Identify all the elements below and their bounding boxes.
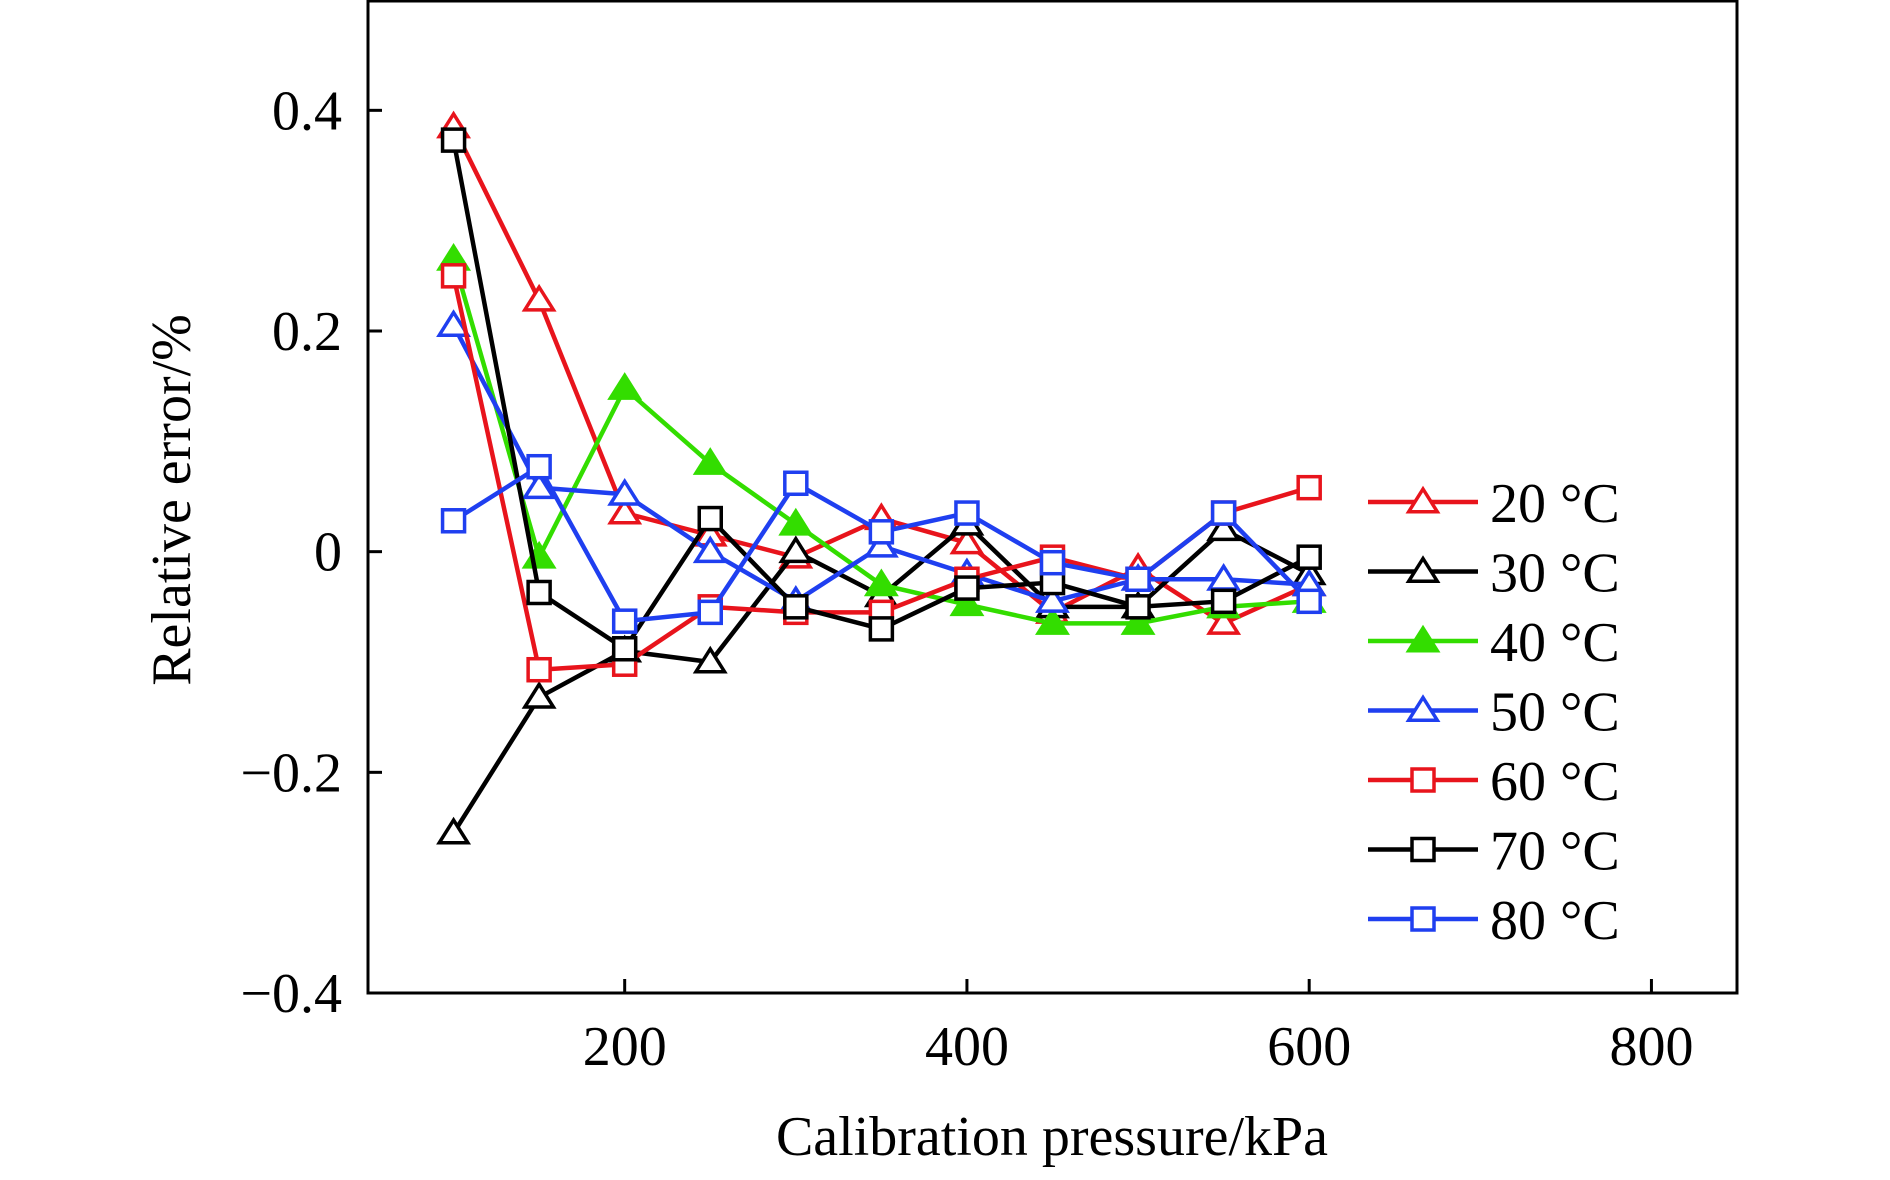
series-line bbox=[451, 324, 1310, 604]
data-point bbox=[1210, 588, 1237, 615]
legend-label: 40 °C bbox=[1490, 612, 1620, 674]
y-tick-label: −0.4 bbox=[240, 963, 342, 1025]
data-point bbox=[692, 645, 728, 674]
series-70c bbox=[440, 127, 1322, 662]
y-tick-label: 0.2 bbox=[272, 301, 342, 363]
data-point bbox=[863, 568, 899, 597]
data-point bbox=[1296, 544, 1322, 570]
data-point bbox=[611, 608, 638, 634]
legend-label: 20 °C bbox=[1490, 473, 1620, 535]
data-point bbox=[1296, 588, 1322, 615]
data-point bbox=[697, 599, 723, 626]
data-point bbox=[692, 447, 728, 475]
data-point bbox=[778, 535, 814, 564]
legend-item: 20 °C bbox=[1368, 473, 1620, 535]
legend-marker bbox=[1405, 555, 1441, 583]
data-point bbox=[1120, 607, 1156, 635]
legend-marker bbox=[1410, 906, 1436, 932]
data-point bbox=[607, 478, 643, 506]
data-point bbox=[783, 594, 809, 620]
data-point bbox=[521, 681, 557, 709]
y-tick-label: 0.4 bbox=[272, 80, 342, 142]
legend: 20 °C 30 °C 40 °C 50 °C 60 °C 70 °C 80 °C bbox=[1368, 473, 1620, 952]
data-point bbox=[949, 588, 985, 617]
data-point bbox=[1125, 594, 1151, 620]
data-point bbox=[440, 127, 467, 153]
x-tick-label: 200 bbox=[583, 1016, 667, 1078]
series-group bbox=[436, 110, 1327, 845]
data-point bbox=[692, 535, 728, 564]
plot-frame bbox=[366, 0, 1739, 995]
data-point bbox=[436, 309, 472, 337]
data-point bbox=[1039, 549, 1066, 576]
data-point bbox=[1210, 500, 1237, 526]
data-point bbox=[611, 636, 638, 662]
data-point bbox=[1206, 607, 1242, 635]
legend-item: 30 °C bbox=[1368, 543, 1620, 605]
data-point bbox=[1125, 566, 1151, 592]
legend-item: 40 °C bbox=[1368, 612, 1620, 674]
series-50c bbox=[436, 309, 1327, 613]
legend-marker bbox=[1410, 836, 1436, 863]
data-point bbox=[440, 263, 467, 289]
legend-marker bbox=[1410, 767, 1436, 793]
legend-item: 50 °C bbox=[1368, 682, 1620, 744]
legend-item: 80 °C bbox=[1368, 890, 1620, 952]
axes: −0.4 −0.2 0 0.2 0.4 200 400 600 800 bbox=[240, 0, 1739, 1078]
legend-marker bbox=[1405, 485, 1441, 514]
data-point bbox=[521, 283, 557, 312]
data-point bbox=[778, 507, 814, 536]
legend-label: 60 °C bbox=[1490, 751, 1620, 813]
legend-label: 30 °C bbox=[1490, 543, 1620, 605]
data-point bbox=[521, 471, 557, 500]
x-tick-label: 600 bbox=[1267, 1016, 1351, 1078]
series-40c bbox=[436, 242, 1327, 635]
data-point bbox=[440, 508, 467, 534]
legend-marker bbox=[1405, 694, 1441, 722]
legend-label: 70 °C bbox=[1490, 821, 1620, 883]
legend-marker bbox=[1405, 624, 1441, 653]
data-point bbox=[526, 579, 552, 606]
data-point bbox=[436, 816, 472, 845]
data-point bbox=[868, 519, 895, 545]
data-point bbox=[607, 496, 643, 525]
data-point bbox=[954, 500, 980, 526]
y-axis-label: Relative error/% bbox=[141, 314, 203, 686]
x-tick-label: 400 bbox=[925, 1016, 1009, 1078]
data-point bbox=[783, 470, 809, 497]
data-point bbox=[949, 526, 985, 555]
legend-item: 70 °C bbox=[1368, 821, 1620, 883]
data-point bbox=[526, 453, 552, 480]
y-tick-label: 0 bbox=[314, 522, 342, 584]
data-point bbox=[1206, 513, 1242, 542]
x-tick-label: 800 bbox=[1609, 1016, 1693, 1078]
series-80c bbox=[440, 453, 1322, 634]
legend-label: 80 °C bbox=[1490, 890, 1620, 952]
y-tick-label: −0.2 bbox=[240, 742, 342, 804]
data-point bbox=[954, 575, 980, 601]
data-point bbox=[1296, 474, 1322, 501]
data-point bbox=[526, 656, 552, 683]
series-30c bbox=[436, 507, 1327, 845]
x-axis-label: Calibration pressure/kPa bbox=[776, 1106, 1328, 1168]
data-point bbox=[1035, 585, 1070, 613]
legend-item: 60 °C bbox=[1368, 751, 1620, 813]
data-point bbox=[1035, 607, 1070, 635]
data-point bbox=[868, 616, 895, 642]
data-point bbox=[607, 372, 643, 400]
legend-label: 50 °C bbox=[1490, 682, 1620, 744]
data-point bbox=[697, 505, 723, 532]
